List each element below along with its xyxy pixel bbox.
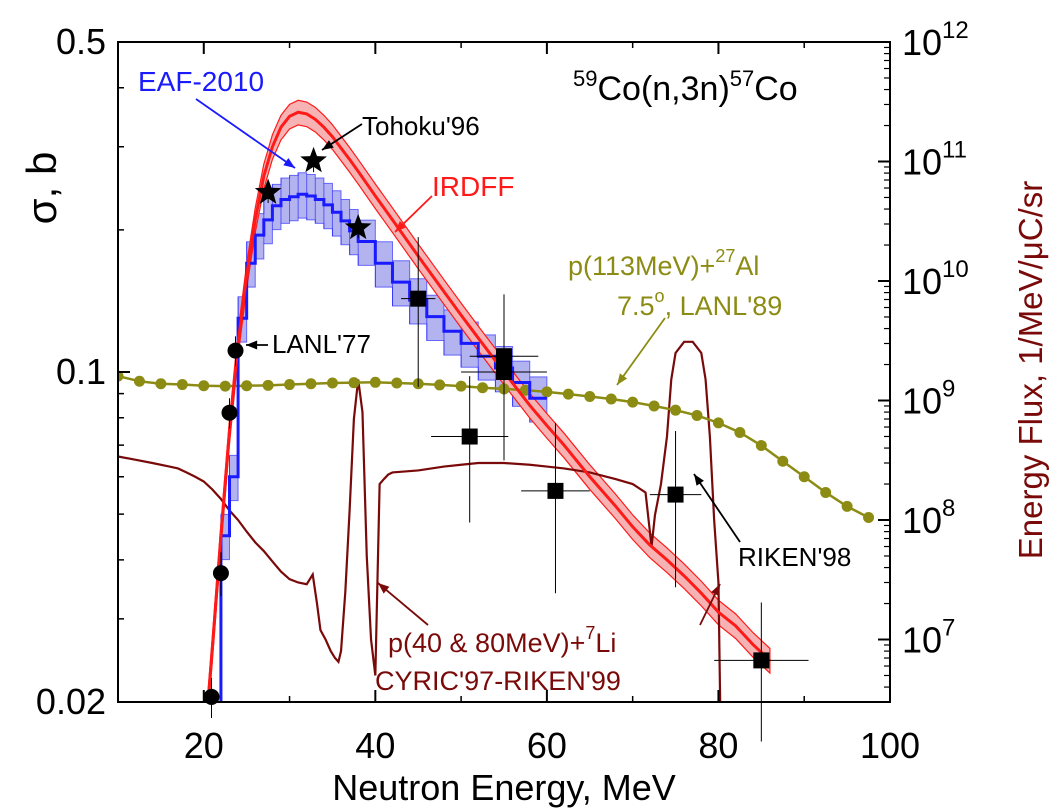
al-spectrum-point — [863, 511, 875, 523]
al-spectrum-point — [841, 500, 853, 512]
al-spectrum-point — [691, 409, 703, 421]
eaf-arrow-shaft — [195, 98, 296, 169]
eaf2010-line — [219, 192, 547, 702]
li-spectrum-label: p(40 & 80MeV)+7Li — [388, 623, 616, 658]
tohoku-arrow-head — [322, 140, 334, 150]
al-spectrum-point — [391, 377, 403, 389]
lanl77-point — [221, 404, 238, 421]
measurement-square-point — [461, 428, 478, 445]
measurement-square-point — [547, 482, 564, 499]
al-spectrum-point — [648, 400, 660, 412]
tohoku-point — [300, 146, 327, 173]
al-spectrum-point — [133, 375, 145, 387]
al-spectrum-point — [241, 380, 253, 392]
al-spectrum-point — [176, 379, 188, 391]
li-arrow-left-head — [378, 583, 390, 594]
al-spectrum-point — [477, 382, 489, 394]
y2-axis-title: Energy Flux, 1/MeV/μC/sr — [1012, 181, 1049, 559]
al-spectrum-point — [712, 417, 724, 429]
al-spectrum-point — [434, 379, 446, 391]
lanl77-label: LANL'77 — [272, 329, 371, 359]
al-spectrum-point — [284, 379, 296, 391]
y2-tick-label: 1011 — [902, 137, 967, 183]
x-tick-label: 100 — [860, 725, 920, 766]
x-tick-label: 60 — [527, 725, 567, 766]
irdff-line — [206, 110, 771, 702]
al-spectrum-point — [670, 404, 682, 416]
cyric-label: CYRIC'97-RIKEN'99 — [375, 666, 621, 696]
al-spectrum-point — [198, 380, 210, 392]
x-tick-label: 40 — [355, 725, 395, 766]
al-arrow-shaft — [616, 317, 666, 386]
al-spectrum-point — [155, 378, 167, 390]
al-spectrum-point — [734, 426, 746, 438]
flux-spectra — [118, 340, 875, 702]
li-spectrum-line — [118, 340, 722, 702]
al-spectrum-label: p(113MeV)+27Al — [568, 246, 759, 281]
al-spectrum-point — [755, 440, 767, 452]
al-spectrum-sublabel: 7.5o, LANL'89 — [617, 286, 782, 321]
measurement-square-point — [410, 290, 427, 307]
al-spectrum-point — [348, 377, 360, 389]
al-spectrum-point — [326, 377, 338, 389]
lanl77-point — [203, 688, 220, 705]
al-spectrum-point — [584, 391, 596, 403]
lanl77-arrow-head — [246, 340, 258, 350]
y-axis-title: σ, b — [18, 152, 65, 225]
al-spectrum-point — [562, 388, 574, 400]
al-spectrum-point — [798, 471, 810, 483]
tohoku-label: Tohoku'96 — [362, 111, 480, 141]
al-spectrum-point — [369, 376, 381, 388]
al-spectrum-point — [219, 380, 231, 392]
axis-ticks: 20 40 60 80 100 0.5 0.1 0.02 107 108 109 1010 1011 10… — [36, 17, 969, 766]
measurement-square-point — [496, 364, 512, 380]
irdff-uncertainty-band — [207, 99, 771, 702]
tohoku-point — [254, 178, 282, 204]
al-spectrum-point — [541, 386, 553, 398]
al-spectrum-point — [455, 380, 467, 392]
tohoku-point — [344, 213, 372, 240]
evaluation-curves — [206, 110, 771, 702]
x-tick-label: 80 — [698, 725, 738, 766]
irdff-label: IRDFF — [432, 171, 514, 202]
al-spectrum-point — [305, 378, 317, 390]
al-spectrum-point — [627, 396, 639, 408]
x-tick-label: 20 — [184, 725, 224, 766]
lanl77-point — [227, 342, 244, 359]
li-arrow-right-head — [711, 584, 720, 596]
al-spectrum-point — [118, 370, 124, 382]
lanl77-point — [212, 565, 229, 582]
measurement-square-point — [667, 486, 684, 503]
al-arrow-head — [617, 373, 628, 385]
measurement-square-point — [753, 652, 770, 669]
al-spectrum-point — [820, 486, 832, 498]
reaction-label: 59Co(n,3n)57Co — [573, 66, 798, 108]
eaf-arrow-head — [283, 157, 295, 168]
x-axis-title: Neutron Energy, MeV — [332, 767, 676, 808]
annotations — [195, 98, 741, 626]
irdff-arrow-head — [395, 221, 407, 232]
al-spectrum-point — [777, 455, 789, 467]
al-spectrum-point — [262, 379, 274, 391]
riken98-arrow-shaft — [693, 473, 741, 543]
y2-tick-label: 1012 — [902, 17, 969, 63]
y-tick-label: 0.02 — [36, 681, 106, 722]
riken98-label: RIKEN'98 — [738, 542, 851, 572]
y-tick-label: 0.1 — [56, 351, 106, 392]
measurement-points — [203, 146, 809, 742]
y2-tick-label: 107 — [902, 615, 955, 661]
y-tick-label: 0.5 — [56, 21, 106, 62]
y2-tick-label: 1010 — [902, 256, 969, 302]
eaf-label: EAF-2010 — [138, 66, 264, 97]
riken98-arrow-head — [694, 474, 704, 486]
y2-tick-label: 109 — [902, 376, 955, 422]
al-spectrum-point — [605, 393, 617, 405]
y2-tick-label: 108 — [902, 495, 955, 541]
al-spectrum-point — [519, 384, 531, 396]
